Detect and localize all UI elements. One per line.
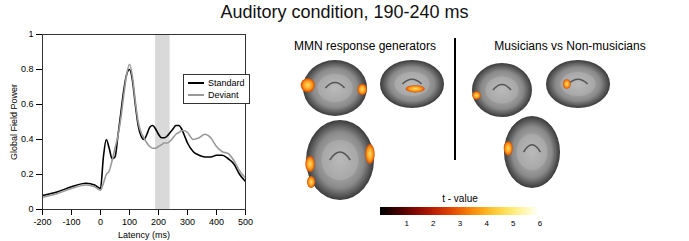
svg-text:0: 0 (98, 217, 103, 227)
svg-text:0.6: 0.6 (21, 99, 34, 109)
html-text:Standard: Standard (208, 78, 245, 88)
svg-text:5: 5 (511, 219, 516, 228)
html-text:Deviant: Deviant (208, 90, 239, 100)
svg-text:200: 200 (151, 217, 166, 227)
svg-text:1: 1 (28, 29, 33, 39)
svg-text:0.2: 0.2 (21, 169, 34, 179)
svg-text:-200: -200 (33, 217, 51, 227)
svg-text:0: 0 (28, 204, 33, 214)
svg-text:1: 1 (404, 219, 409, 228)
svg-text:2: 2 (431, 219, 436, 228)
svg-text:400: 400 (209, 217, 224, 227)
svg-text:0.8: 0.8 (21, 64, 34, 74)
svg-text:0.4: 0.4 (21, 134, 34, 144)
svg-text:300: 300 (180, 217, 195, 227)
svg-text:MMN response generators: MMN response generators (294, 39, 436, 53)
svg-text:500: 500 (238, 217, 253, 227)
svg-text:100: 100 (122, 217, 137, 227)
html-text:Auditory condition, 190-240 ms: Auditory condition, 190-240 ms (220, 2, 469, 22)
svg-text:Musicians vs Non-musicians: Musicians vs Non-musicians (494, 39, 645, 53)
svg-text:-100: -100 (62, 217, 80, 227)
svg-text:6: 6 (538, 219, 543, 228)
svg-text:t - value: t - value (442, 193, 478, 204)
svg-text:3: 3 (458, 219, 463, 228)
svg-text:4: 4 (484, 219, 489, 228)
svg-text:Global Field Power: Global Field Power (9, 84, 19, 160)
svg-text:Latency (ms): Latency (ms) (118, 230, 170, 240)
